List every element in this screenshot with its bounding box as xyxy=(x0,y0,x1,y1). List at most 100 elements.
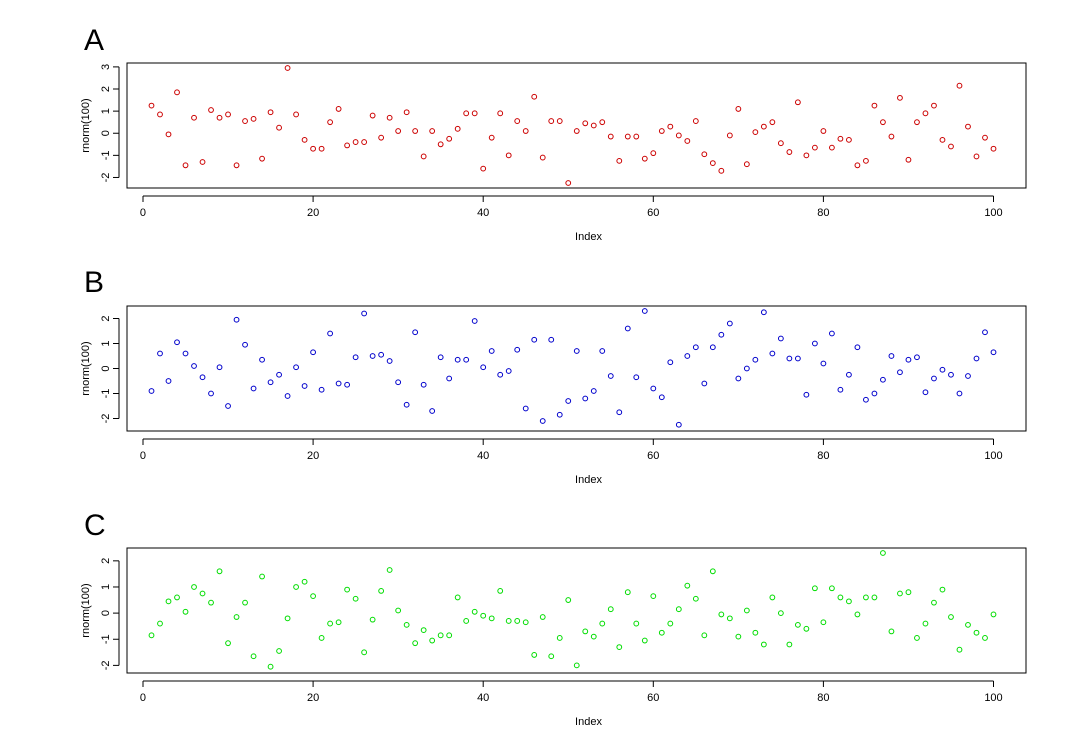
data-point xyxy=(982,134,988,141)
data-point xyxy=(471,608,478,615)
data-point xyxy=(182,608,189,615)
data-point xyxy=(386,114,393,121)
data-point xyxy=(956,82,963,89)
data-point xyxy=(905,356,912,363)
x-tick-label: 20 xyxy=(307,450,319,462)
y-tick-label: 1 xyxy=(100,584,112,590)
data-point xyxy=(743,161,750,168)
data-point xyxy=(752,356,759,363)
data-point xyxy=(208,390,214,397)
data-point xyxy=(735,375,742,382)
data-point xyxy=(769,350,776,357)
data-point xyxy=(880,550,886,556)
data-point xyxy=(276,648,282,654)
data-point xyxy=(148,632,155,639)
data-point xyxy=(420,381,427,388)
data-point xyxy=(318,635,325,641)
data-point xyxy=(829,144,835,151)
data-point xyxy=(165,598,172,605)
data-point xyxy=(829,585,835,592)
data-point xyxy=(369,353,376,359)
data-point xyxy=(590,122,597,129)
data-point xyxy=(293,111,299,118)
data-point xyxy=(497,110,504,117)
data-point xyxy=(837,135,844,142)
data-point xyxy=(199,374,206,381)
data-point xyxy=(548,653,555,660)
data-point xyxy=(777,610,784,617)
panel-letter: A xyxy=(84,24,104,57)
data-point xyxy=(905,589,912,596)
data-point xyxy=(157,111,163,118)
data-point xyxy=(293,584,299,590)
x-tick-label: 40 xyxy=(477,207,489,219)
x-tick-label: 40 xyxy=(477,450,489,462)
data-point xyxy=(658,629,665,636)
data-point xyxy=(446,632,453,639)
data-point xyxy=(973,629,980,636)
data-point xyxy=(267,663,274,670)
data-point xyxy=(522,619,529,626)
data-points xyxy=(148,65,997,186)
data-point xyxy=(386,567,393,573)
data-point xyxy=(599,620,606,627)
data-point xyxy=(548,336,555,343)
data-point xyxy=(641,637,648,644)
data-point xyxy=(726,320,733,327)
data-point xyxy=(922,389,929,396)
data-point xyxy=(880,119,886,126)
data-point xyxy=(225,111,231,118)
x-tick-label: 60 xyxy=(647,450,659,462)
data-points xyxy=(148,550,997,670)
data-point xyxy=(556,635,563,641)
data-point xyxy=(216,568,223,575)
data-point xyxy=(990,145,997,152)
data-point xyxy=(216,114,223,121)
data-point xyxy=(497,587,504,594)
data-point xyxy=(233,162,240,169)
data-point xyxy=(820,360,827,367)
data-point xyxy=(216,364,223,371)
data-point xyxy=(463,356,470,363)
data-point xyxy=(565,597,572,603)
data-point xyxy=(395,128,402,134)
x-tick-label: 80 xyxy=(817,450,829,462)
data-point xyxy=(454,594,461,601)
data-point xyxy=(897,369,903,376)
x-tick-label: 100 xyxy=(984,450,1002,462)
x-tick-label: 20 xyxy=(307,692,319,704)
data-point xyxy=(829,330,835,337)
data-point xyxy=(931,599,937,606)
data-point xyxy=(165,378,172,384)
panel-letter: C xyxy=(84,509,106,542)
data-point xyxy=(599,119,606,126)
data-point xyxy=(199,590,206,597)
data-point xyxy=(199,159,206,165)
data-point xyxy=(310,593,316,600)
data-point xyxy=(463,110,470,117)
data-point xyxy=(412,128,419,134)
data-point xyxy=(539,418,546,424)
data-point xyxy=(811,585,818,592)
data-point xyxy=(837,386,844,393)
data-point xyxy=(871,390,878,397)
data-point xyxy=(514,346,521,353)
data-point xyxy=(539,614,546,620)
x-axis-label: Index xyxy=(575,474,602,486)
data-point xyxy=(157,620,163,627)
data-point xyxy=(863,396,869,403)
x-tick-label: 40 xyxy=(477,692,489,704)
data-point xyxy=(174,89,180,96)
data-point xyxy=(301,383,308,389)
data-point xyxy=(871,102,878,109)
data-point xyxy=(250,653,257,660)
data-point xyxy=(488,615,495,622)
data-point xyxy=(505,368,512,374)
data-point xyxy=(182,162,189,169)
data-point xyxy=(786,149,793,155)
data-point xyxy=(667,123,674,130)
data-point xyxy=(165,131,172,138)
data-point xyxy=(233,614,240,620)
data-point xyxy=(403,109,410,116)
